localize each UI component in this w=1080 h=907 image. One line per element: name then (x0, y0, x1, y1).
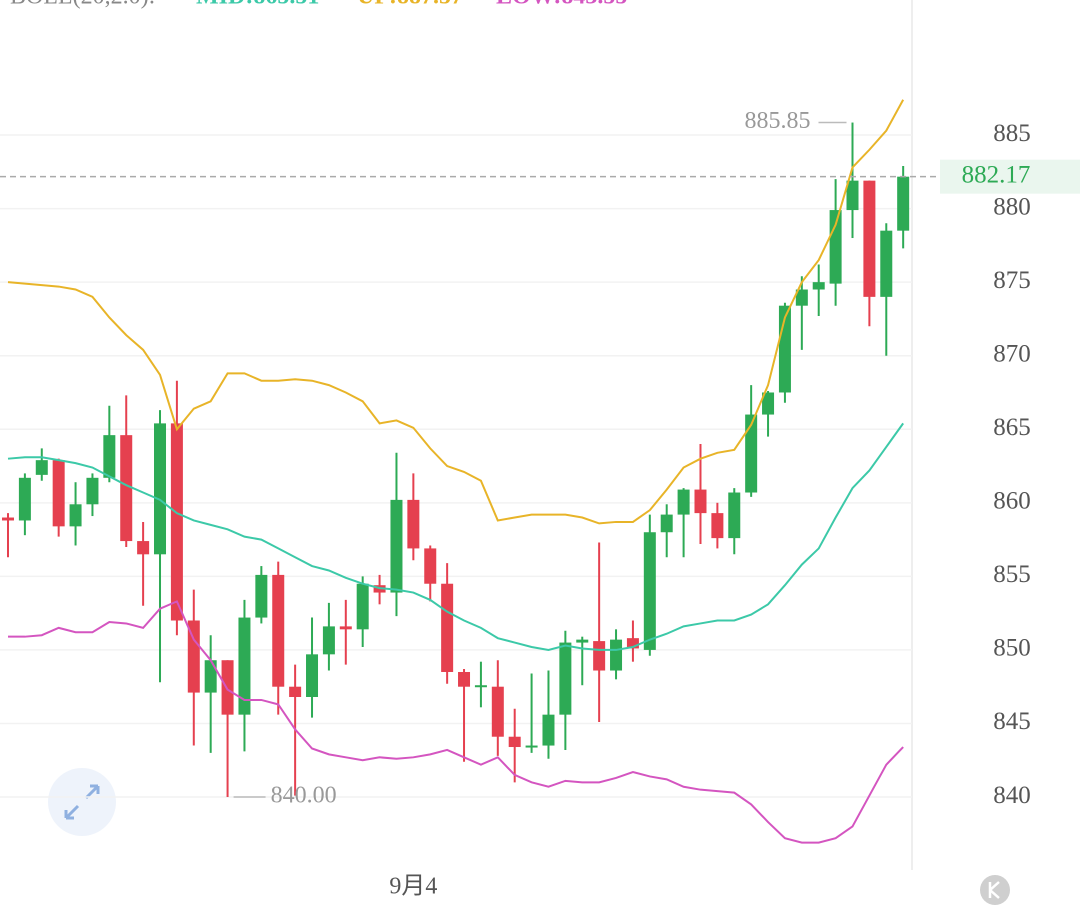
candle-body (204, 660, 217, 693)
y-tick-label: 855 (993, 561, 1031, 588)
y-tick-label: 870 (993, 340, 1031, 367)
candle-body (643, 532, 656, 650)
candle-body (880, 230, 893, 297)
candle-body (322, 626, 335, 655)
candle-body (187, 620, 200, 693)
legend-entry: UP:887.57 (357, 0, 463, 10)
candle-body (660, 514, 673, 533)
candle-body (170, 423, 183, 621)
candle-body (356, 583, 369, 630)
y-tick-label: 850 (993, 635, 1031, 662)
y-tick-label: 880 (993, 193, 1031, 220)
candle-body (289, 686, 302, 698)
legend: BOLL(20,2.0): MID:865.51 UP:887.57 LOW:843… (10, 0, 627, 10)
expand-icon (64, 784, 100, 820)
candle-body (69, 504, 82, 527)
candle-body (18, 477, 31, 521)
y-tick-label: 865 (993, 414, 1031, 441)
candle-body (120, 435, 133, 542)
candle-body (795, 289, 808, 306)
candle-body (745, 414, 758, 493)
candle-body (306, 654, 319, 698)
y-tick-label: 860 (993, 488, 1031, 515)
candle-body (272, 574, 285, 687)
last-price-label: 882.17 (962, 161, 1031, 188)
candle-body (441, 583, 454, 672)
boll-line (8, 600, 904, 844)
candle-body (390, 499, 403, 593)
candle-body (897, 176, 910, 231)
candle-body (677, 489, 690, 515)
last-price-box (940, 159, 1080, 194)
candle-body (52, 460, 65, 527)
candle-body (846, 180, 859, 211)
candle-body (863, 180, 876, 297)
candle-body (559, 642, 572, 715)
candle-body (525, 745, 538, 748)
candle-body (711, 513, 724, 539)
candle-body (812, 282, 825, 290)
high-marker-label: 885.85 (745, 108, 811, 134)
y-tick-label: 840 (993, 782, 1031, 809)
candle-body (86, 477, 99, 505)
candle-body (137, 541, 150, 555)
y-tick-label: 845 (993, 708, 1031, 735)
legend-entry: MID:865.51 (196, 0, 319, 10)
candle-body (35, 460, 48, 475)
indicator-label: BOLL(20,2.0): (10, 0, 155, 10)
k-icon (988, 881, 1000, 899)
candle-body (339, 626, 352, 630)
candle-body (762, 392, 775, 415)
expand-button[interactable] (48, 768, 116, 836)
x-tick-label: 9月4 (389, 874, 437, 900)
candle-body (576, 639, 589, 643)
candle-body (593, 641, 606, 671)
y-tick-label: 885 (993, 120, 1031, 147)
candle-body (424, 548, 437, 584)
candle-body (694, 489, 707, 514)
candle-body (474, 685, 487, 688)
low-marker-label: 840.00 (271, 783, 337, 809)
candle-body (458, 671, 471, 687)
candle-body (407, 499, 420, 549)
candle-body (2, 517, 14, 521)
candle-body (542, 714, 555, 746)
y-tick-label: 875 (993, 267, 1031, 294)
k-button[interactable] (980, 875, 1010, 905)
candle-body (221, 660, 234, 715)
candle-body (829, 210, 842, 284)
candle-body (238, 617, 251, 715)
candle-body (255, 574, 268, 618)
candle-body (154, 423, 167, 555)
candle-body (626, 638, 639, 649)
candle-body (103, 435, 116, 478)
candle-body (491, 686, 504, 737)
boll-line (7, 99, 905, 525)
legend-entry: LOW:843.55 (496, 0, 627, 10)
candle-body (508, 736, 521, 748)
candle-body (728, 492, 741, 539)
boll-line (7, 422, 904, 651)
candle-body (610, 639, 623, 671)
